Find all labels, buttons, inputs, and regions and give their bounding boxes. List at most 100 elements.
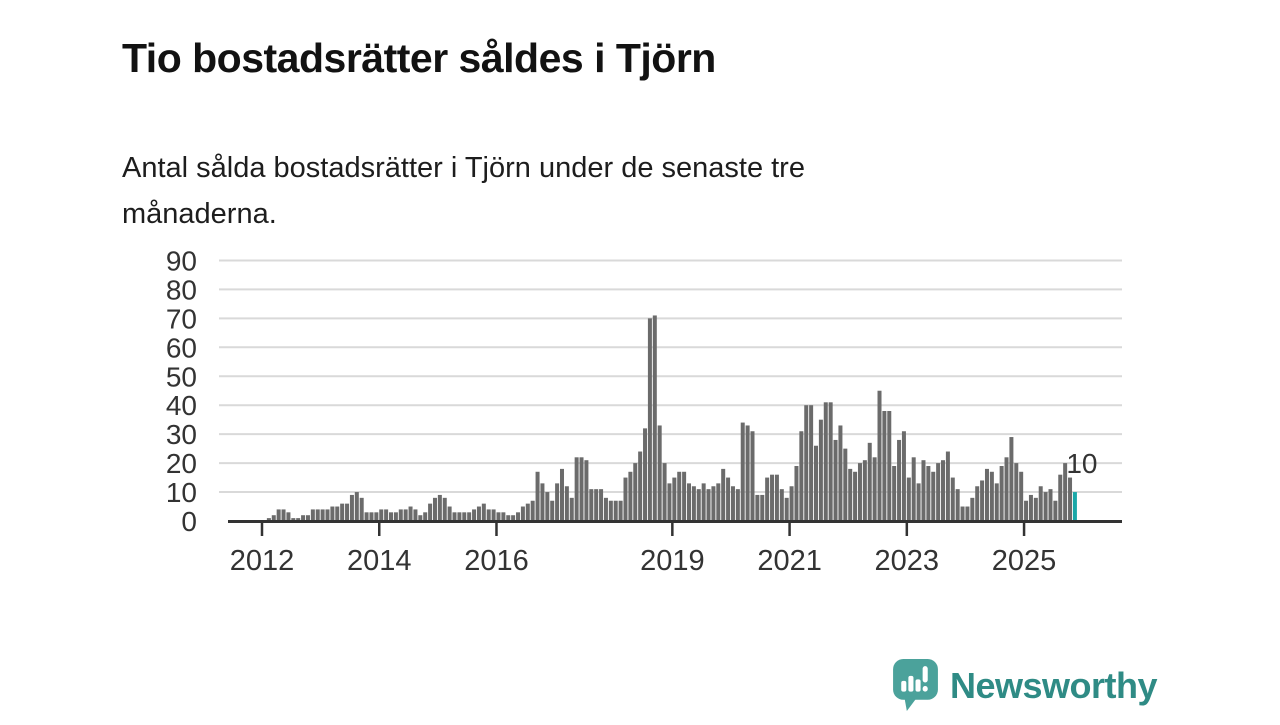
bar [1038, 486, 1043, 521]
bar [926, 466, 931, 522]
bar [335, 506, 340, 521]
bar [447, 506, 452, 521]
bar [403, 509, 408, 521]
bar [682, 471, 687, 521]
y-tick-label: 90 [166, 245, 197, 276]
bar [1028, 494, 1033, 521]
y-tick-label: 50 [166, 361, 197, 392]
bar [516, 512, 521, 522]
bar [931, 471, 936, 521]
bar [980, 480, 985, 521]
bar [984, 468, 989, 521]
bar [594, 489, 599, 521]
bar [667, 483, 672, 521]
bar [574, 457, 579, 521]
bar [857, 463, 862, 521]
y-tick-label: 20 [166, 448, 197, 479]
bar [716, 483, 721, 521]
bar [765, 477, 770, 521]
bar [696, 489, 701, 521]
bar [1063, 463, 1068, 521]
bar [740, 422, 745, 521]
bar [872, 457, 877, 521]
bar [818, 419, 823, 522]
bar [975, 486, 980, 521]
x-tick-label: 2025 [992, 545, 1057, 577]
bar [418, 515, 423, 521]
bar [457, 512, 462, 522]
bar [960, 506, 965, 521]
bar [364, 512, 369, 522]
bar [398, 509, 403, 521]
bar [340, 503, 345, 521]
x-tick-label: 2023 [875, 545, 940, 577]
bar [691, 486, 696, 521]
bar [862, 460, 867, 521]
highlight-bar [1072, 492, 1077, 521]
bar [462, 512, 467, 522]
bar [906, 477, 911, 521]
bar [867, 442, 872, 521]
bar [276, 509, 281, 521]
bar [349, 494, 354, 521]
bar [608, 500, 613, 522]
bar [779, 489, 784, 521]
subtitle-line-1: Antal sålda bostadsrätter i Tjörn under … [122, 152, 805, 184]
bar [384, 509, 389, 521]
bar [266, 518, 271, 522]
y-tick-label: 70 [166, 303, 197, 334]
bar [379, 509, 384, 521]
bar [941, 460, 946, 521]
bar [1019, 471, 1024, 521]
bar [789, 486, 794, 521]
bar [706, 489, 711, 521]
bar [1058, 474, 1063, 521]
bar [633, 463, 638, 521]
bar [569, 497, 574, 521]
bar [618, 500, 623, 522]
bar [730, 486, 735, 521]
bar [853, 471, 858, 521]
bar [1004, 457, 1009, 521]
bar [525, 503, 530, 521]
bar [745, 425, 750, 521]
logo-text: Newsworthy [949, 664, 1158, 706]
bar [296, 518, 301, 522]
bar [804, 405, 809, 521]
bar [647, 318, 652, 521]
bar [848, 468, 853, 521]
y-tick-label: 30 [166, 419, 197, 450]
bar [359, 497, 364, 521]
bar [892, 466, 897, 522]
bar [794, 466, 799, 522]
bar [476, 506, 481, 521]
bar [950, 477, 955, 521]
bar [823, 402, 828, 522]
bar [511, 515, 516, 521]
bar [301, 515, 306, 521]
x-tick-label: 2016 [464, 545, 529, 577]
bar [530, 500, 535, 522]
bar [989, 471, 994, 521]
newsworthy-logo: Newsworthy [892, 659, 1158, 712]
bar [970, 497, 975, 521]
bar [809, 405, 814, 521]
subtitle-line-2: månaderna. [122, 198, 277, 230]
bar [994, 483, 999, 521]
bar [965, 506, 970, 521]
bar [286, 512, 291, 522]
bar [1033, 497, 1038, 521]
bar [838, 425, 843, 521]
bar [345, 503, 350, 521]
bar-value-annotation: 10 [1066, 448, 1097, 479]
bar [955, 489, 960, 521]
bar [545, 492, 550, 521]
bar [1043, 492, 1048, 521]
bar [770, 474, 775, 521]
bar [599, 489, 604, 521]
bar [1024, 500, 1029, 522]
bar [423, 512, 428, 522]
bar [799, 431, 804, 521]
